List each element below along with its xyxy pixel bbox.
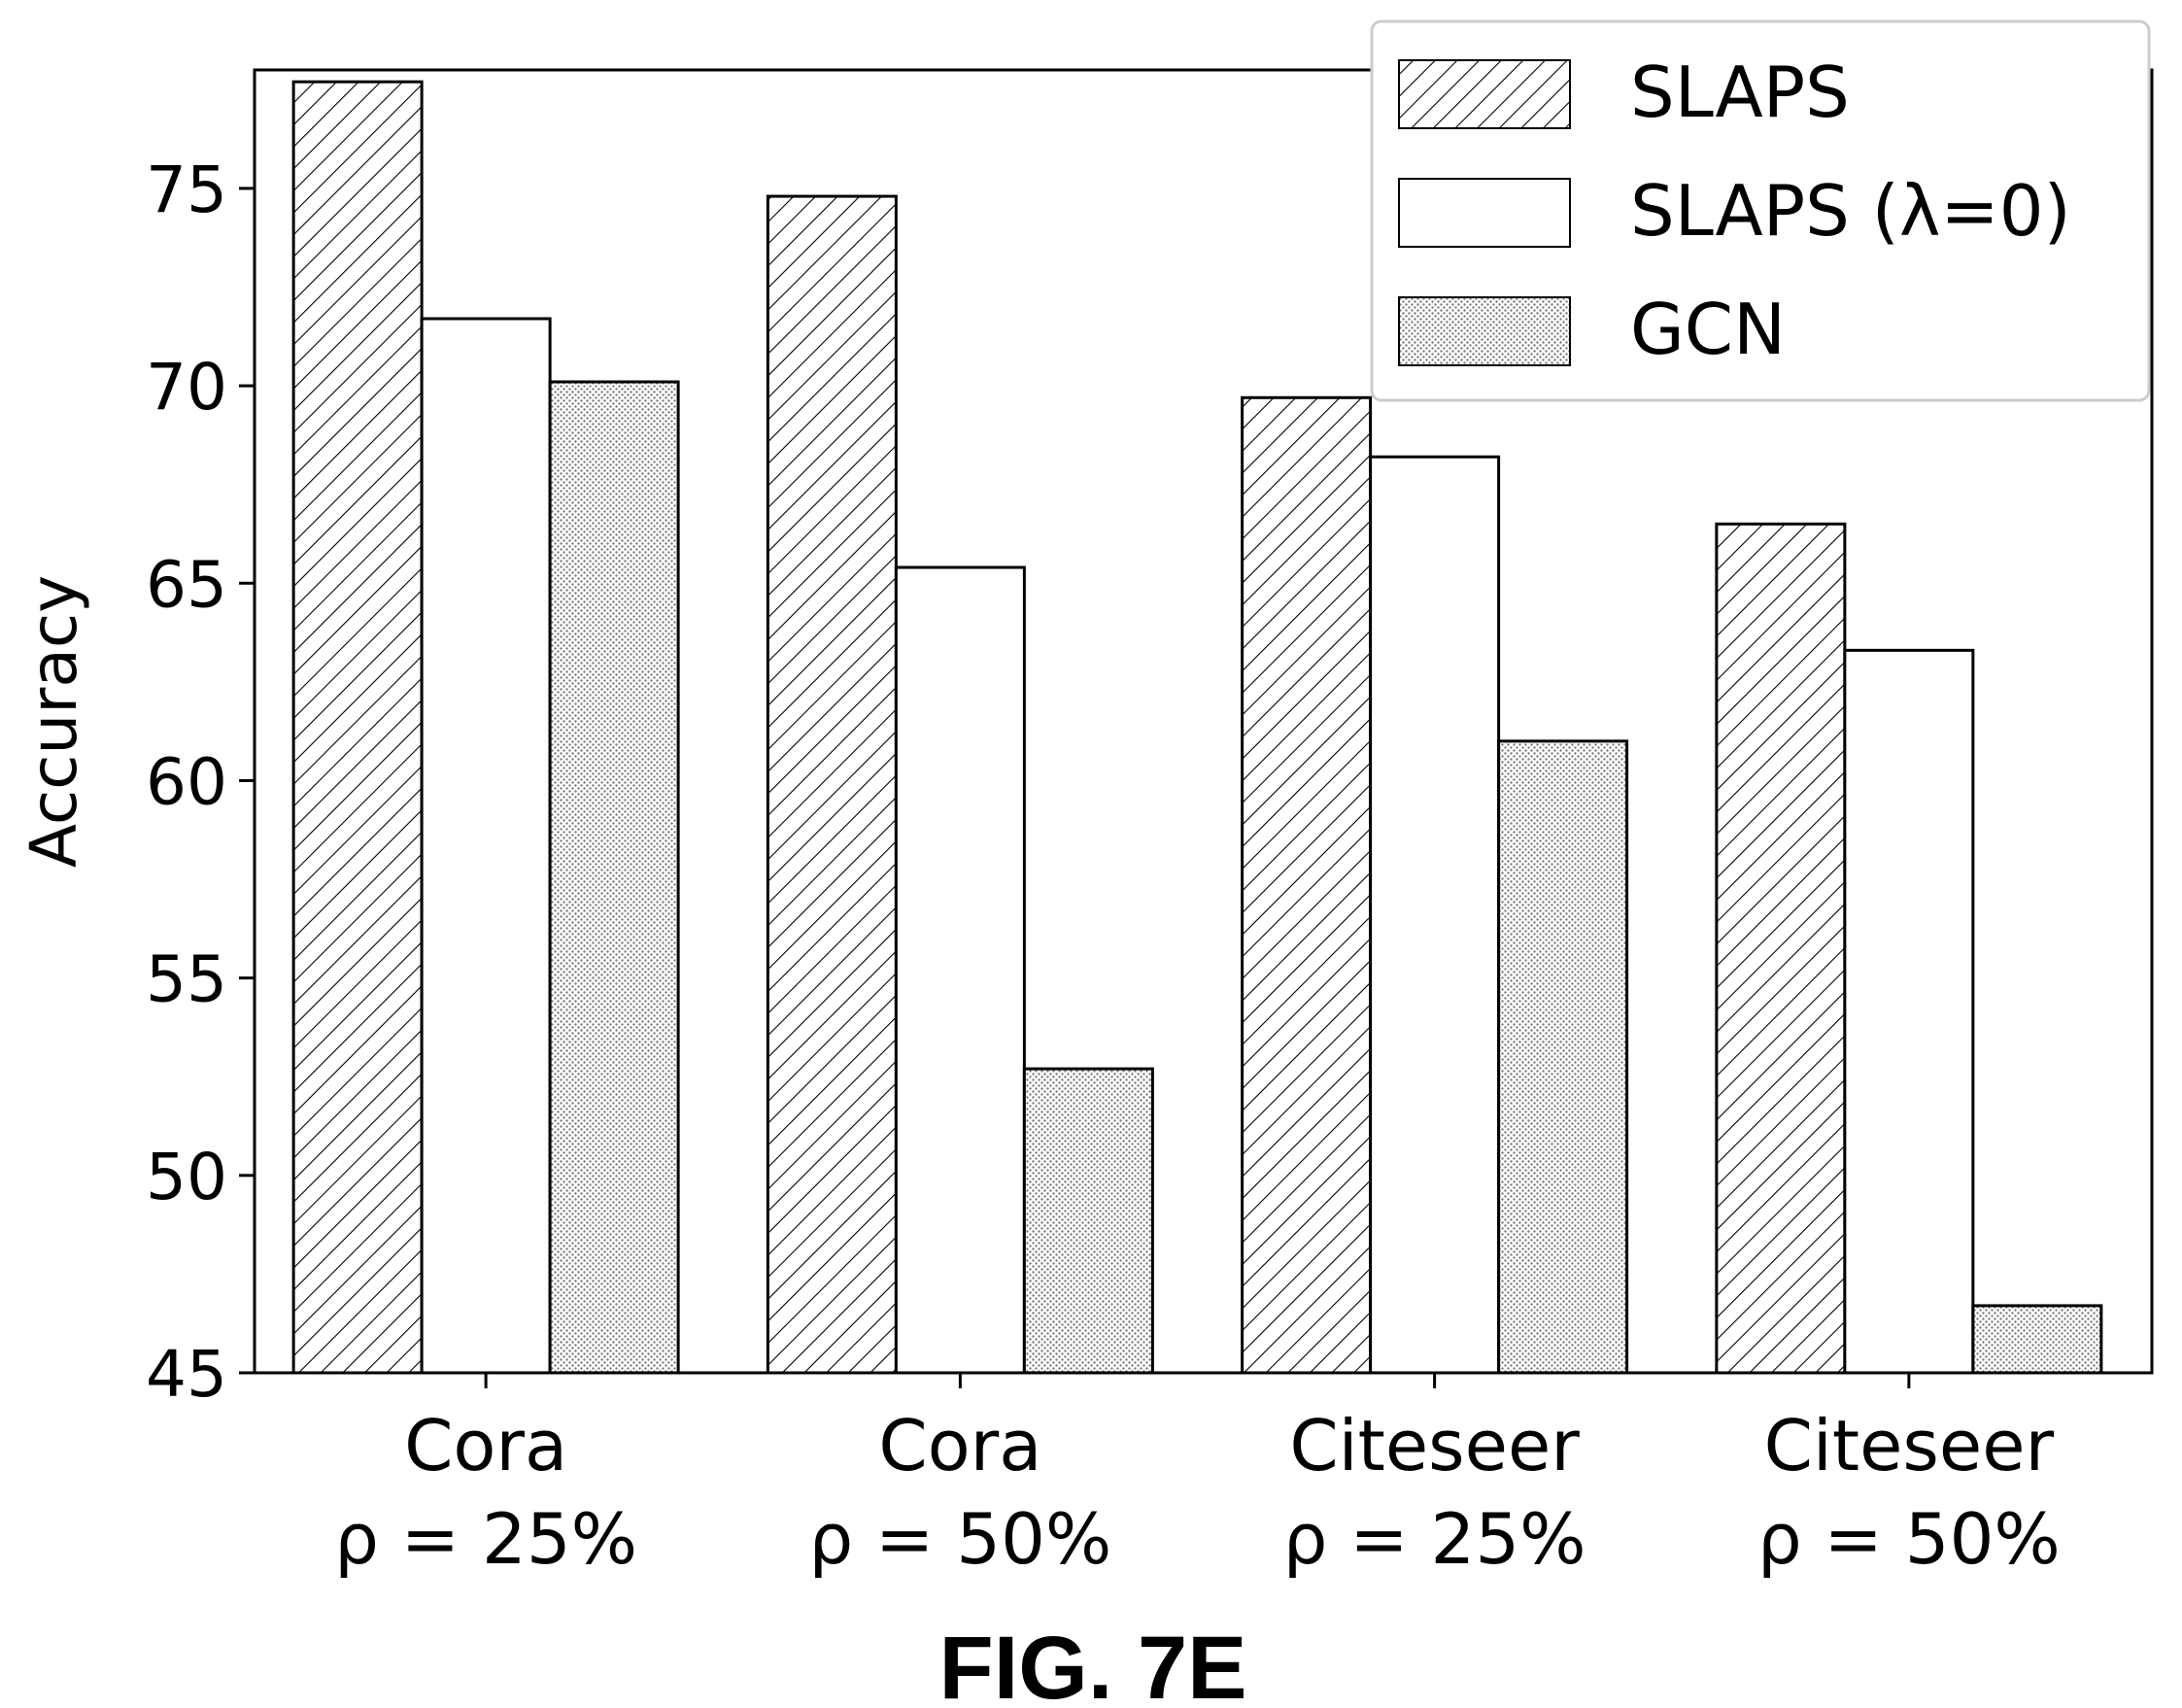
x-tick-label-dataset: Citeseer: [1764, 1405, 2055, 1486]
bar-gcn-2: [1497, 739, 1629, 1375]
y-axis: Accuracy 45 50 55 60 65 70 75: [17, 153, 255, 1412]
y-tick-label: 60: [146, 744, 227, 819]
bar-slaps-0--0: [420, 317, 552, 1375]
legend-label-slaps-lambda0: SLAPS (λ=0): [1630, 170, 2071, 252]
legend-label-gcn: GCN: [1630, 289, 1786, 370]
y-tick-label: 55: [146, 942, 227, 1017]
x-axis: Cora ρ = 25% Cora ρ = 50% Citeseer ρ = 25% Cit…: [334, 1373, 2061, 1580]
y-tick-label: 50: [146, 1140, 227, 1214]
x-tick-label-dataset: Cora: [404, 1405, 567, 1486]
x-tick-label-rho: ρ = 50%: [808, 1498, 1111, 1580]
y-axis-title: Accuracy: [17, 575, 91, 868]
x-tick-label-dataset: Citeseer: [1289, 1405, 1580, 1486]
legend-swatch-gcn: [1398, 296, 1571, 366]
plot-area: [253, 68, 2154, 1375]
x-tick-label-dataset: Cora: [878, 1405, 1041, 1486]
x-tick-label-rho: ρ = 25%: [1283, 1498, 1586, 1580]
legend: SLAPS SLAPS (λ=0) GCN: [1370, 19, 2151, 402]
legend-swatch-slaps: [1398, 59, 1571, 129]
y-tick-label: 75: [146, 153, 227, 227]
bar-gcn-3: [1971, 1304, 2103, 1375]
bar-slaps-0--2: [1369, 455, 1501, 1375]
bar-slaps-1: [766, 194, 898, 1375]
legend-swatch-slaps-lambda0: [1398, 178, 1571, 248]
y-tick-label: 70: [146, 350, 227, 425]
x-tick-label-rho: ρ = 50%: [1757, 1498, 2061, 1580]
x-tick-label-rho: ρ = 25%: [334, 1498, 637, 1580]
bar-slaps-3: [1715, 522, 1847, 1375]
plot-frame: [253, 68, 2154, 1375]
bar-slaps-2: [1241, 395, 1373, 1375]
y-tick-label: 45: [146, 1337, 227, 1412]
y-tick-label: 65: [146, 547, 227, 622]
bar-slaps-0--3: [1843, 648, 1975, 1375]
legend-label-slaps: SLAPS: [1630, 51, 1850, 133]
figure-caption: FIG. 7E: [939, 1619, 1247, 1708]
bar-slaps-0--1: [894, 565, 1026, 1375]
bar-gcn-0: [548, 380, 680, 1375]
bar-slaps-0: [291, 80, 424, 1375]
bar-gcn-1: [1022, 1067, 1154, 1375]
